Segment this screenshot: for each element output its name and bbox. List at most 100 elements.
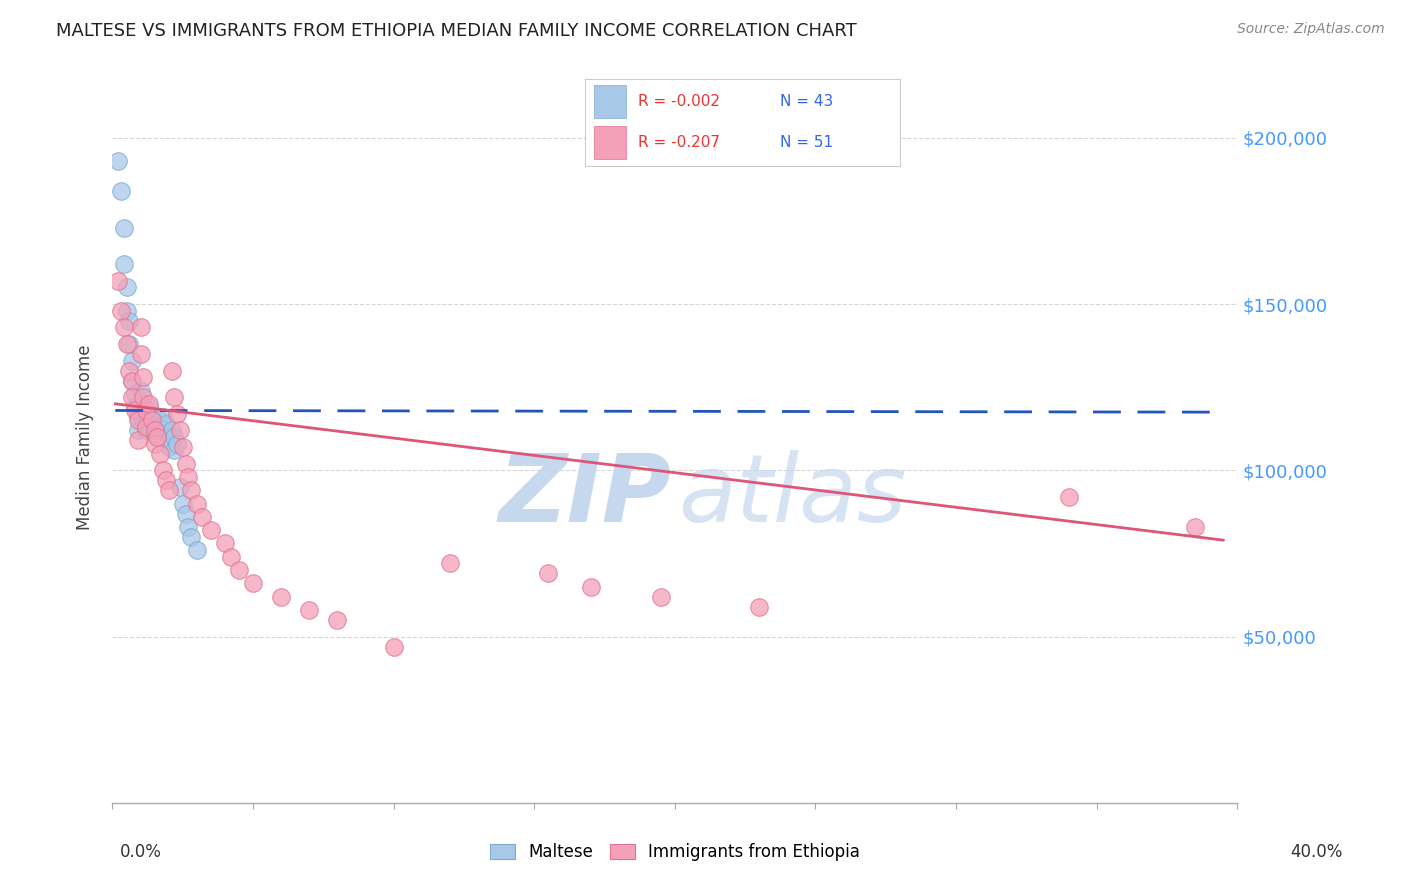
Point <box>166 407 188 421</box>
Point <box>242 576 264 591</box>
Point <box>152 463 174 477</box>
Text: atlas: atlas <box>678 450 907 541</box>
Point <box>121 374 143 388</box>
Point <box>110 303 132 318</box>
Point <box>110 184 132 198</box>
Point <box>177 470 200 484</box>
Point <box>166 436 188 450</box>
Point <box>129 384 152 398</box>
Text: Source: ZipAtlas.com: Source: ZipAtlas.com <box>1237 22 1385 37</box>
Point <box>129 320 152 334</box>
Point <box>748 599 770 614</box>
Point <box>138 400 160 414</box>
Point <box>186 543 208 558</box>
Point <box>191 509 214 524</box>
Point <box>152 424 174 438</box>
Point <box>138 420 160 434</box>
Point <box>129 347 152 361</box>
Point <box>270 590 292 604</box>
Text: MALTESE VS IMMIGRANTS FROM ETHIOPIA MEDIAN FAMILY INCOME CORRELATION CHART: MALTESE VS IMMIGRANTS FROM ETHIOPIA MEDI… <box>56 22 858 40</box>
Point <box>146 424 169 438</box>
Point <box>132 390 155 404</box>
Point <box>135 403 157 417</box>
Point <box>169 480 191 494</box>
Point <box>174 457 197 471</box>
Point <box>132 370 155 384</box>
Point <box>132 413 155 427</box>
Point <box>124 403 146 417</box>
Point <box>157 440 180 454</box>
Point <box>298 603 321 617</box>
Point <box>124 387 146 401</box>
Point <box>129 403 152 417</box>
Point <box>650 590 672 604</box>
Point <box>157 483 180 498</box>
Point <box>127 413 149 427</box>
Point <box>382 640 405 654</box>
Point <box>124 400 146 414</box>
Point <box>1184 520 1206 534</box>
Point <box>112 220 135 235</box>
Point <box>143 436 166 450</box>
Text: 0.0%: 0.0% <box>120 843 162 861</box>
Point <box>163 443 186 458</box>
Point <box>163 430 186 444</box>
Point <box>219 549 242 564</box>
Point <box>135 407 157 421</box>
Point <box>579 580 602 594</box>
Point <box>112 257 135 271</box>
Point <box>112 320 135 334</box>
Point <box>141 413 163 427</box>
Point <box>107 154 129 169</box>
Y-axis label: Median Family Income: Median Family Income <box>76 344 94 530</box>
Point <box>132 397 155 411</box>
Text: ZIP: ZIP <box>499 450 672 541</box>
Point <box>118 337 141 351</box>
Point <box>107 274 129 288</box>
Point <box>537 566 560 581</box>
Point <box>180 530 202 544</box>
Point <box>157 430 180 444</box>
Point <box>180 483 202 498</box>
Point <box>152 410 174 425</box>
Point <box>1057 490 1080 504</box>
Point <box>149 447 172 461</box>
Point <box>135 424 157 438</box>
Point <box>439 557 461 571</box>
Point <box>186 497 208 511</box>
Point <box>172 497 194 511</box>
Point <box>172 440 194 454</box>
Point <box>127 434 149 448</box>
Point <box>118 314 141 328</box>
Text: 40.0%: 40.0% <box>1291 843 1343 861</box>
Point <box>143 413 166 427</box>
Point <box>121 390 143 404</box>
Point <box>115 337 138 351</box>
Point <box>121 374 143 388</box>
Point <box>127 424 149 438</box>
Point <box>121 353 143 368</box>
Point <box>141 410 163 425</box>
Point <box>169 424 191 438</box>
Point <box>155 417 177 431</box>
Point <box>135 420 157 434</box>
Point <box>228 563 250 577</box>
Point <box>127 410 149 425</box>
Point <box>118 363 141 377</box>
Point <box>326 613 349 627</box>
Point <box>160 424 183 438</box>
Point <box>177 520 200 534</box>
Point <box>146 430 169 444</box>
Point <box>115 280 138 294</box>
Point <box>149 420 172 434</box>
Point <box>163 390 186 404</box>
Point <box>115 303 138 318</box>
Point <box>146 410 169 425</box>
Point <box>143 424 166 438</box>
Point <box>138 397 160 411</box>
Point <box>214 536 236 550</box>
Point <box>143 426 166 441</box>
Point <box>174 507 197 521</box>
Point <box>160 363 183 377</box>
Point <box>155 473 177 487</box>
